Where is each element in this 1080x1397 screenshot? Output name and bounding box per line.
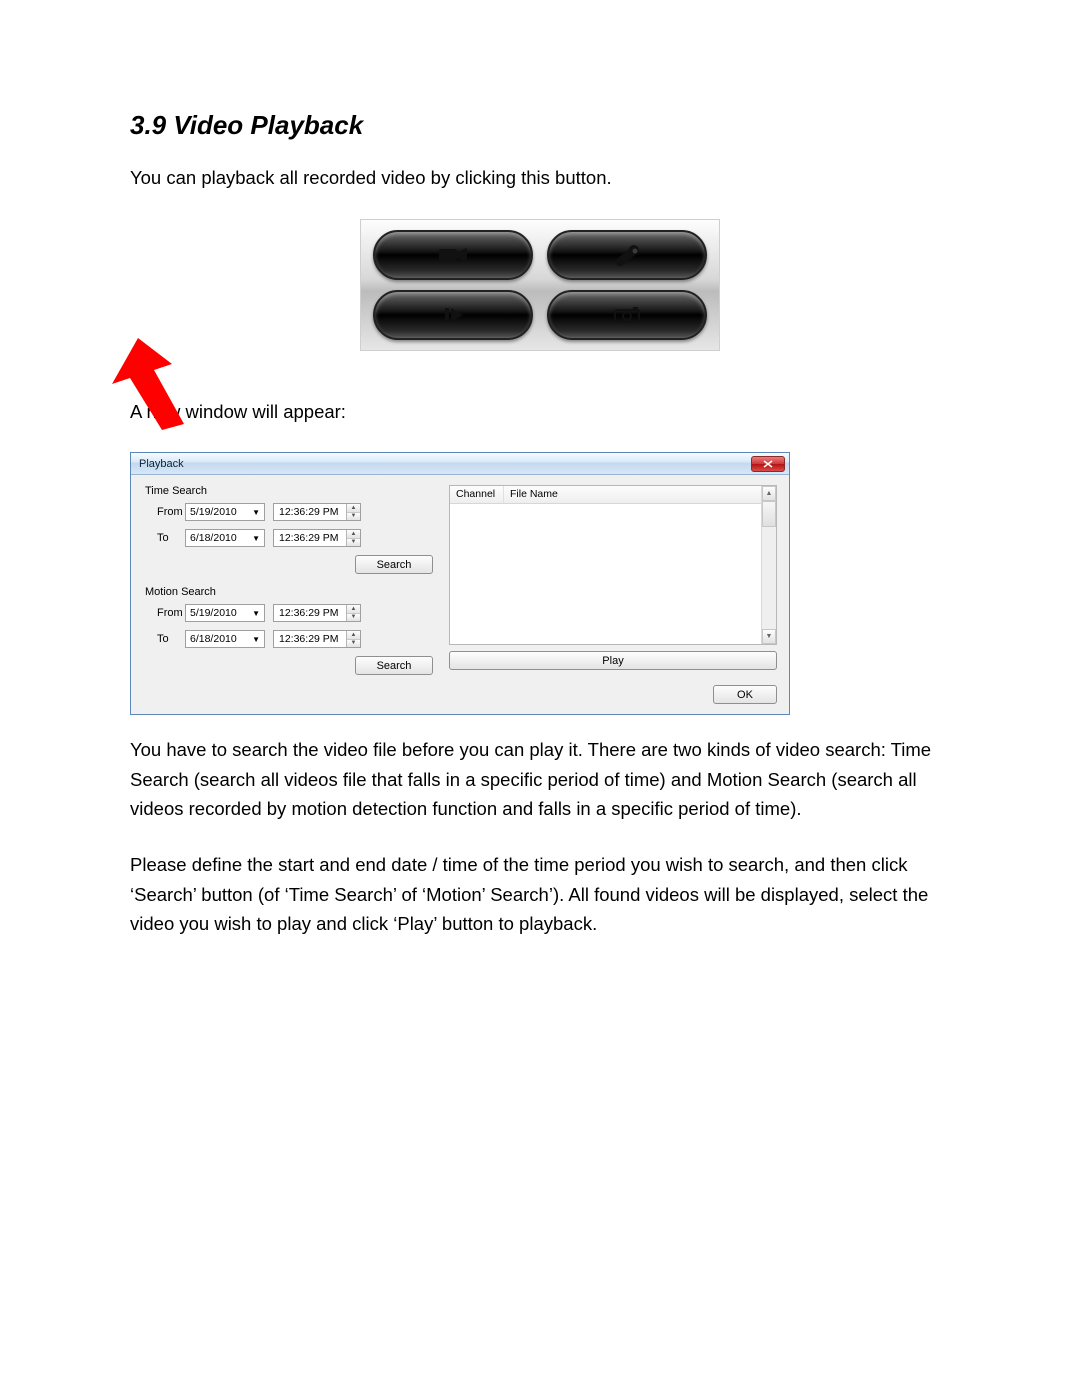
time-to-time-value: 12:36:29 PM <box>274 532 344 544</box>
motion-search-button[interactable]: Search <box>355 656 433 675</box>
window-title: Playback <box>139 458 751 470</box>
motion-to-date-value: 6/18/2010 <box>190 633 237 645</box>
time-to-date-value: 6/18/2010 <box>190 532 237 544</box>
motion-search-label: Motion Search <box>145 586 433 598</box>
settings-button[interactable] <box>547 230 707 280</box>
time-to-label: To <box>143 532 177 544</box>
playback-button[interactable] <box>373 290 533 340</box>
time-from-date[interactable]: 5/19/2010 ▼ <box>185 503 265 521</box>
column-filename: File Name <box>504 486 761 503</box>
define-period-paragraph: Please define the start and end date / t… <box>130 850 950 939</box>
button-panel-figure <box>360 219 720 351</box>
intro-paragraph: You can playback all recorded video by c… <box>130 163 950 193</box>
scroll-up-icon[interactable]: ▲ <box>762 486 776 501</box>
window-caption: A new window will appear: <box>130 397 950 427</box>
close-icon <box>763 460 773 468</box>
time-to-time[interactable]: 12:36:29 PM ▲▼ <box>273 529 361 547</box>
snapshot-button[interactable] <box>547 290 707 340</box>
scroll-down-icon[interactable]: ▼ <box>762 629 776 644</box>
time-from-time[interactable]: 12:36:29 PM ▲▼ <box>273 503 361 521</box>
chevron-down-icon: ▼ <box>252 609 260 618</box>
time-search-label: Time Search <box>145 485 433 497</box>
motion-from-label: From <box>143 607 177 619</box>
motion-to-time[interactable]: 12:36:29 PM ▲▼ <box>273 630 361 648</box>
close-button[interactable] <box>751 456 785 472</box>
spinner-control[interactable]: ▲▼ <box>346 631 360 647</box>
play-step-icon <box>433 303 473 327</box>
chevron-down-icon: ▼ <box>252 635 260 644</box>
motion-from-time-value: 12:36:29 PM <box>274 607 344 619</box>
play-button[interactable]: Play <box>449 651 777 670</box>
ok-button[interactable]: OK <box>713 685 777 704</box>
time-search-button[interactable]: Search <box>355 555 433 574</box>
chevron-down-icon: ▼ <box>252 508 260 517</box>
spinner-control[interactable]: ▲▼ <box>346 530 360 546</box>
motion-to-date[interactable]: 6/18/2010 ▼ <box>185 630 265 648</box>
time-to-date[interactable]: 6/18/2010 ▼ <box>185 529 265 547</box>
motion-from-time[interactable]: 12:36:29 PM ▲▼ <box>273 604 361 622</box>
motion-from-date-value: 5/19/2010 <box>190 607 237 619</box>
spinner-control[interactable]: ▲▼ <box>346 504 360 520</box>
time-from-label: From <box>143 506 177 518</box>
camcorder-icon <box>433 243 473 267</box>
column-channel: Channel <box>450 486 504 503</box>
record-button[interactable] <box>373 230 533 280</box>
search-explanation-paragraph: You have to search the video file before… <box>130 735 950 824</box>
motion-to-time-value: 12:36:29 PM <box>274 633 344 645</box>
vertical-scrollbar[interactable]: ▲ ▼ <box>761 486 776 644</box>
motion-to-label: To <box>143 633 177 645</box>
chevron-down-icon: ▼ <box>252 534 260 543</box>
time-from-time-value: 12:36:29 PM <box>274 506 344 518</box>
list-header: Channel File Name <box>450 486 761 504</box>
wrench-icon <box>607 243 647 267</box>
spinner-control[interactable]: ▲▼ <box>346 605 360 621</box>
motion-from-date[interactable]: 5/19/2010 ▼ <box>185 604 265 622</box>
section-heading: 3.9 Video Playback <box>130 110 950 141</box>
time-from-date-value: 5/19/2010 <box>190 506 237 518</box>
window-titlebar: Playback <box>131 453 789 475</box>
results-list[interactable]: Channel File Name ▲ ▼ <box>449 485 777 645</box>
camera-icon <box>607 303 647 327</box>
playback-window: Playback Time Search From 5/19/2010 ▼ <box>130 452 790 715</box>
scroll-thumb[interactable] <box>762 501 776 527</box>
